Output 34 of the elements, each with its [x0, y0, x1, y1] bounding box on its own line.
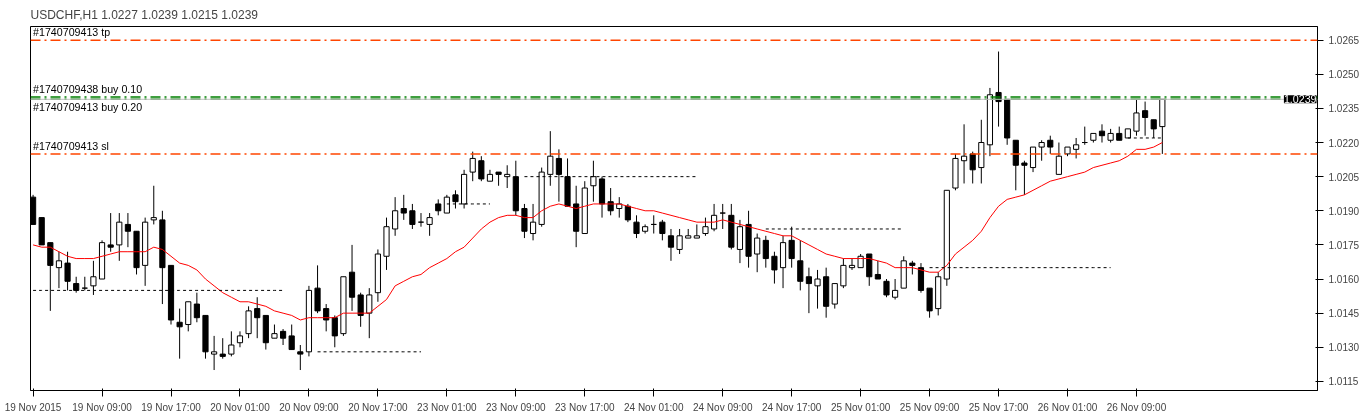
y-tick-label: 1.0145	[1328, 308, 1360, 320]
x-tick-label: 20 Nov 17:00	[348, 401, 409, 413]
ref-line-label: 1.0239	[1283, 93, 1317, 106]
y-tick-label: 1.0235	[1328, 103, 1360, 115]
x-tick-label: 20 Nov 09:00	[279, 401, 340, 413]
x-tick-label: 23 Nov 17:00	[555, 401, 615, 413]
y-tick-label: 1.0250	[1328, 69, 1360, 81]
x-tick-label: 19 Nov 17:00	[141, 401, 202, 413]
y-tick-label: 1.0130	[1328, 342, 1360, 354]
x-tick-label: 25 Nov 01:00	[830, 401, 891, 413]
y-tick-label: 1.0205	[1328, 171, 1360, 183]
y-tick-label: 1.0115	[1328, 376, 1359, 388]
x-tick-label: 26 Nov 09:00	[1106, 401, 1167, 413]
x-tick-label: 24 Nov 01:00	[624, 401, 684, 413]
ref-line-label: #1740709413 buy 0.20	[33, 101, 143, 114]
x-tick-label: 26 Nov 01:00	[1037, 401, 1098, 413]
y-tick-label: 1.0190	[1328, 205, 1360, 217]
x-tick-label: 23 Nov 09:00	[486, 401, 546, 413]
y-tick-label: 1.0175	[1328, 239, 1360, 251]
y-tick-label: 1.0220	[1328, 137, 1360, 149]
x-tick-label: 19 Nov 2015	[4, 401, 62, 413]
x-tick-label: 24 Nov 17:00	[761, 401, 822, 413]
x-tick-label: 25 Nov 17:00	[968, 401, 1029, 413]
x-tick-label: 24 Nov 09:00	[692, 401, 753, 413]
x-tick-label: 23 Nov 01:00	[417, 401, 478, 413]
y-tick-label: 1.0265	[1328, 35, 1360, 47]
x-tick-label: 19 Nov 09:00	[72, 401, 133, 413]
ref-line-label: #1740709413 tp	[33, 26, 111, 39]
x-tick-label: 20 Nov 01:00	[210, 401, 271, 413]
ref-line-label: #1740709438 buy 0.10	[33, 83, 143, 96]
y-tick-label: 1.0160	[1328, 274, 1360, 286]
x-tick-label: 25 Nov 09:00	[899, 401, 960, 413]
ref-line-label: #1740709413 sl	[33, 139, 109, 152]
chart-title: USDCHF,H1 1.0227 1.0239 1.0215 1.0239	[30, 7, 259, 22]
